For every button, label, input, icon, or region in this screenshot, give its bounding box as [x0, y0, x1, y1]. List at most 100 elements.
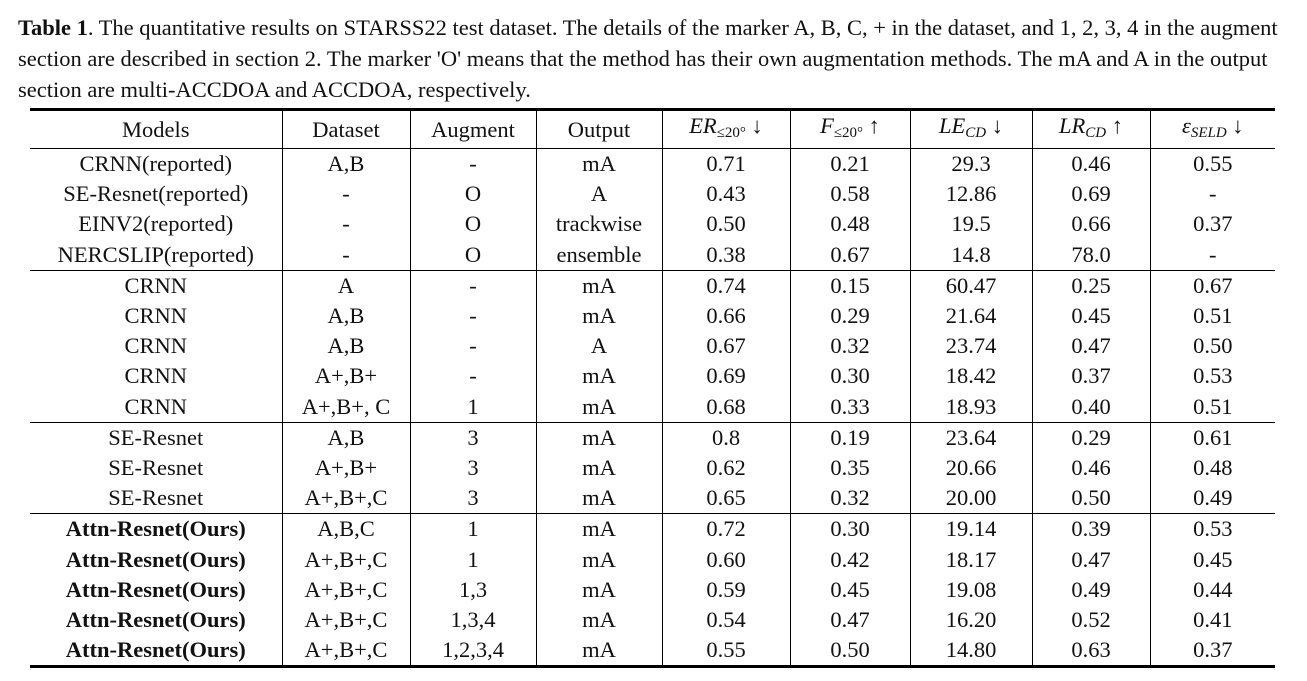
cell-output: A [536, 179, 663, 210]
cell-model: SE-Resnet(reported) [30, 179, 283, 210]
cell-le: 19.08 [910, 574, 1033, 605]
cell-augment: - [410, 331, 537, 362]
cell-er: 0.8 [662, 421, 791, 453]
cell-seld: 0.50 [1193, 333, 1233, 359]
cell-model: SE-Resnet [30, 452, 283, 484]
cell-seld: 0.44 [1193, 576, 1233, 602]
caption-text: . The quantitative results on STARSS22 t… [18, 15, 1278, 102]
header-output: Output [536, 111, 663, 149]
cell-output: mA [536, 452, 663, 484]
top-rule [30, 108, 1275, 111]
table-row: CRNN(reported) A,B - mA 0.71 0.21 29.3 0.46 0.55 [30, 148, 1275, 180]
cell-augment: - [410, 269, 537, 301]
table-row: Attn-Resnet(Ours) A+,B+,C 1,3,4 mA 0.54 0.47 1… [30, 604, 1275, 635]
cell-dataset: A+,B+ [282, 452, 411, 484]
cell-le: 19.5 [910, 209, 1033, 240]
table-row: Attn-Resnet(Ours) A+,B+,C 1,3 mA 0.59 0.45 19.… [30, 574, 1275, 605]
cell-er: 0.43 [662, 179, 791, 210]
table-row: CRNN A,B - mA 0.66 0.29 21.64 0.45 0.51 [30, 300, 1275, 332]
cell-model: Attn-Resnet(Ours) [30, 544, 283, 575]
cell-dataset: A+,B+,C [282, 574, 411, 605]
cell-dataset: - [282, 179, 411, 210]
cell-f: 0.32 [790, 331, 911, 362]
cell-er: 0.62 [662, 452, 791, 484]
cell-er: 0.69 [662, 361, 791, 392]
table-row: SE-Resnet A,B 3 mA 0.8 0.19 23.64 0.29 0.61 [30, 421, 1275, 453]
cell-output: mA [536, 391, 663, 423]
cell-model: CRNN [30, 300, 283, 332]
cell-dataset: A+,B+ [282, 361, 411, 392]
cell-f: 0.50 [790, 635, 911, 666]
cell-output: mA [536, 635, 663, 666]
cell-model: SE-Resnet [30, 483, 283, 514]
cell-augment: 1,3,4 [410, 604, 537, 635]
cell-seld: 0.48 [1193, 454, 1233, 480]
cell-er: 0.59 [662, 574, 791, 605]
table-row: SE-Resnet A+,B+,C 3 mA 0.65 0.32 20.00 0.50 0.49 [30, 483, 1275, 514]
cell-augment: - [410, 148, 537, 180]
cell-f: 0.45 [790, 574, 911, 605]
cell-model: CRNN(reported) [30, 148, 283, 180]
cell-le: 19.14 [910, 513, 1033, 545]
cell-seld: 0.41 [1193, 606, 1233, 632]
results-table: Models Dataset Augment Output ER≤20° ↓ F… [30, 108, 1275, 669]
cell-seld: 0.37 [1193, 211, 1233, 237]
cell-f: 0.30 [790, 361, 911, 392]
cell-er: 0.71 [662, 148, 791, 180]
header-seld: εSELD ↓ [1181, 113, 1244, 141]
cell-le: 18.93 [910, 391, 1033, 423]
cell-output: mA [536, 604, 663, 635]
cell-seld: - [1209, 241, 1217, 267]
table-row: Attn-Resnet(Ours) A+,B+,C 1,2,3,4 mA 0.55 0.5… [30, 635, 1275, 666]
cell-seld: 0.55 [1150, 148, 1275, 180]
cell-augment: O [410, 179, 537, 210]
cell-augment: 1,2,3,4 [410, 635, 537, 666]
cell-model: CRNN [30, 391, 283, 423]
cell-er: 0.38 [662, 239, 791, 271]
cell-lr: 0.37 [1032, 361, 1151, 392]
table-row: SE-Resnet A+,B+ 3 mA 0.62 0.35 20.66 0.46 0.48 [30, 452, 1275, 484]
header-er: ER≤20° ↓ [662, 111, 791, 149]
header-dataset: Dataset [282, 111, 411, 149]
cell-er: 0.65 [662, 483, 791, 514]
cell-augment: 1 [410, 391, 537, 423]
cell-lr: 0.40 [1032, 391, 1151, 423]
cell-le: 16.20 [910, 604, 1033, 635]
cell-augment: 1 [410, 544, 537, 575]
cell-augment: 1,3 [410, 574, 537, 605]
cell-er: 0.74 [662, 269, 791, 301]
cell-output: trackwise [536, 209, 663, 240]
table-row: CRNN A+,B+ - mA 0.69 0.30 18.42 0.37 0.53 [30, 361, 1275, 392]
cell-augment: O [410, 209, 537, 240]
cell-lr: 0.47 [1032, 331, 1151, 362]
cell-er: 0.60 [662, 544, 791, 575]
cell-er: 0.50 [662, 209, 791, 240]
cell-lr: 0.52 [1032, 604, 1151, 635]
cell-dataset: A+,B+,C [282, 483, 411, 514]
cell-lr: 0.63 [1032, 635, 1151, 666]
cell-le: 29.3 [910, 148, 1033, 180]
cell-seld: 0.67 [1150, 269, 1275, 301]
cell-output: mA [536, 269, 663, 301]
table-row: CRNN A+,B+, C 1 mA 0.68 0.33 18.93 0.40 0.51 [30, 391, 1275, 423]
header-models: Models [30, 111, 283, 149]
cell-f: 0.19 [790, 421, 911, 453]
cell-model: CRNN [30, 269, 283, 301]
cell-lr: 0.49 [1032, 574, 1151, 605]
cell-le: 23.64 [910, 421, 1033, 453]
cell-lr: 0.45 [1032, 300, 1151, 332]
cell-seld: 0.61 [1150, 421, 1275, 453]
cell-f: 0.32 [790, 483, 911, 514]
header-augment: Augment [410, 111, 537, 149]
cell-output: mA [536, 483, 663, 514]
cell-le: 12.86 [910, 179, 1033, 210]
cell-lr: 0.46 [1032, 452, 1151, 484]
cell-output: mA [536, 361, 663, 392]
cell-dataset: A,B,C [282, 513, 411, 545]
cell-seld: - [1209, 181, 1217, 207]
table-row: CRNN A,B - A 0.67 0.32 23.74 0.47 0.50 [30, 331, 1275, 362]
cell-output: A [536, 331, 663, 362]
cell-er: 0.54 [662, 604, 791, 635]
